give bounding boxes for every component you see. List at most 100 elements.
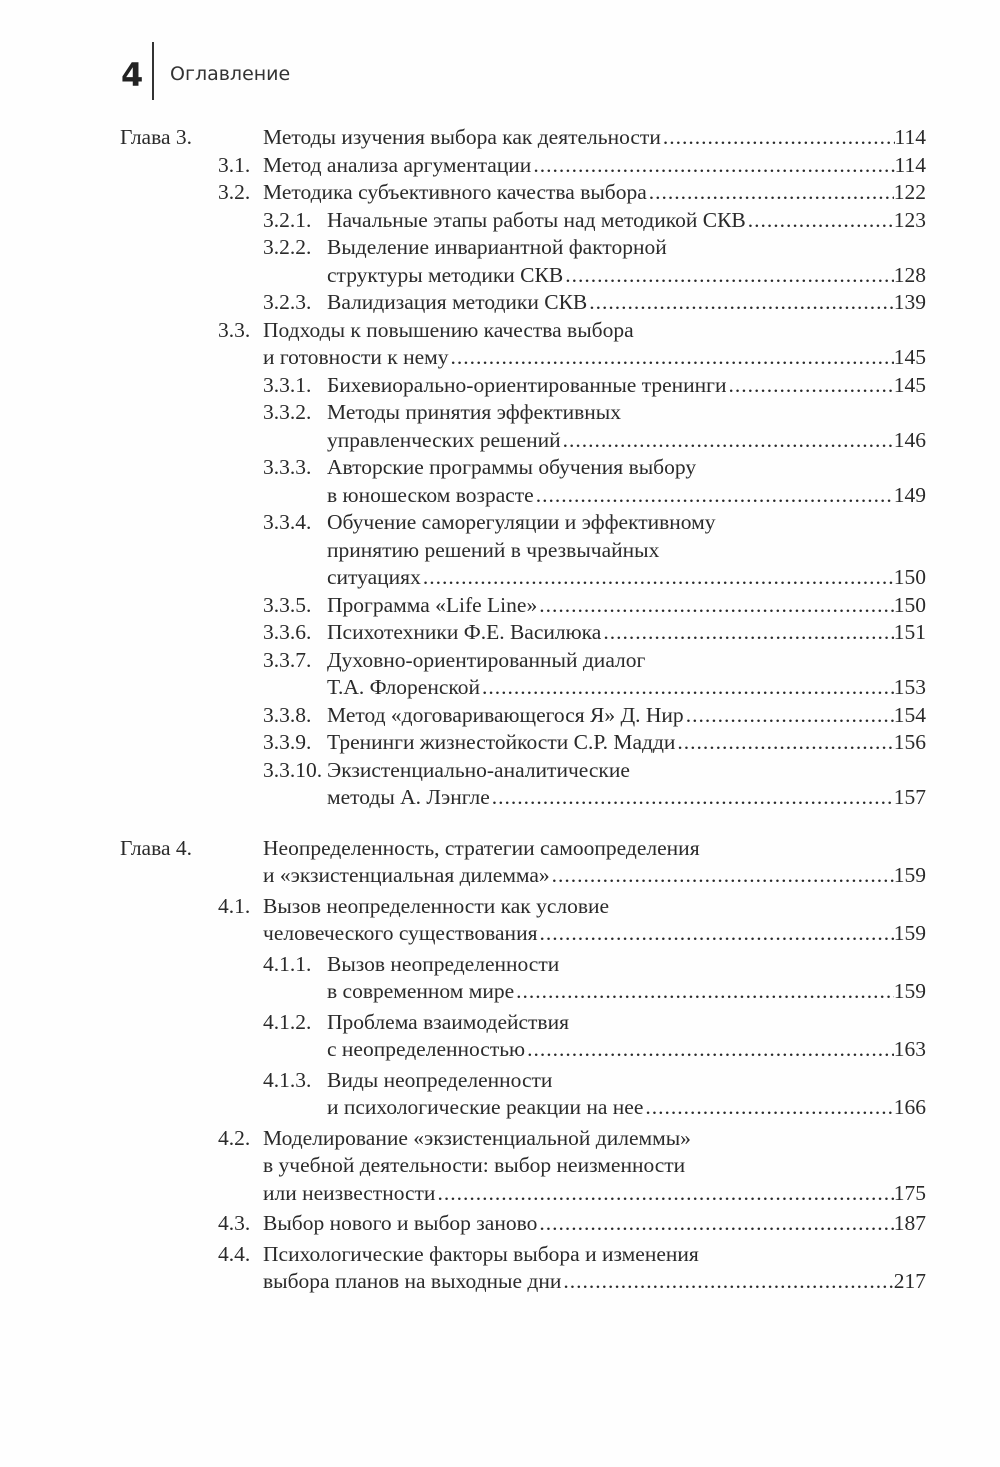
toc-entry-title: Методы принятия эффективных <box>327 400 621 424</box>
toc-page-number: 159 <box>893 921 926 945</box>
dot-leader <box>480 674 894 702</box>
toc-entry-title: в юношеском возрасте <box>327 482 534 507</box>
toc-entry-title: принятию решений в чрезвычайных <box>327 537 660 562</box>
dot-leader <box>561 427 894 455</box>
dot-leader <box>726 372 893 400</box>
toc-entry-number: 4.1.2. <box>263 1009 312 1034</box>
toc-entry[interactable]: 4.1.2. Проблема взаимодействия с неопредел… <box>0 1009 1000 1064</box>
toc-page-number: 175 <box>893 1180 926 1205</box>
toc-entry-title: Авторские программы обучения выбору <box>327 455 697 479</box>
toc-entry-number: 3.3.10. <box>263 757 323 782</box>
toc-entry-number: 3.3. <box>218 317 251 342</box>
toc-entry-title: управленческих решений <box>327 427 561 452</box>
toc-entry-title: Экзистенциально-аналитические <box>327 757 630 782</box>
toc-page-number: 149 <box>893 482 926 507</box>
toc-entry-title: Выбор нового и выбор заново <box>263 1211 538 1235</box>
toc-entry-number: 4.1. <box>218 893 251 918</box>
dot-leader <box>587 289 894 317</box>
dot-leader <box>661 124 895 152</box>
dot-leader <box>550 862 894 890</box>
toc-page-number: 156 <box>893 730 926 754</box>
toc-entry[interactable]: 3.3.7. Духовно-ориентированный диалог Т.А.… <box>0 647 1000 702</box>
dot-leader <box>684 702 894 730</box>
toc-entry-title: Моделирование «экзистенциальной дилеммы» <box>263 1125 691 1150</box>
toc-entry-number: 4.2. <box>218 1125 251 1150</box>
toc-page-number: 150 <box>893 592 926 617</box>
toc-page-number: 146 <box>893 427 926 452</box>
toc-entry[interactable]: 3.3.9. Тренинги жизнестойкости С.Р. Мадди… <box>0 729 1000 757</box>
toc-entry[interactable]: 3.3.1. Бихевиорально-ориентированные трен… <box>0 372 1000 400</box>
toc-page-number: 151 <box>893 620 926 644</box>
toc-entry[interactable]: 3.1. Метод анализа аргументации 114 <box>0 152 1000 180</box>
toc-page-number: 159 <box>893 863 926 887</box>
toc-chapter-section: Глава 3. Методы изучения выбора как деяте… <box>0 124 1000 812</box>
dot-leader <box>675 729 893 757</box>
toc-entry-number: 3.2.3. <box>263 290 312 314</box>
toc-entry[interactable]: 4.4. Психологические факторы выбора и изм… <box>0 1241 1000 1296</box>
toc-entry-number: 3.3.3. <box>263 455 312 479</box>
toc-page-number: 145 <box>893 345 926 369</box>
running-header-title: Оглавление <box>170 63 291 85</box>
toc-entry[interactable]: 4.1.1. Вызов неопределенности в современно… <box>0 951 1000 1006</box>
dot-leader <box>647 179 894 207</box>
toc-entry-number: 3.3.4. <box>263 510 312 534</box>
toc-entry[interactable]: Глава 4. Неопределенность, стратегии само… <box>0 835 1000 890</box>
toc-entry-title: Неопределенность, стратегии самоопределе… <box>263 835 700 860</box>
toc-entry[interactable]: 3.3.6. Психотехники Ф.Е. Василюка 151 <box>0 619 1000 647</box>
chapter-gap <box>0 812 1000 832</box>
toc-entry[interactable]: 3.3.8. Метод «договаривающегося Я» Д. Нир… <box>0 702 1000 730</box>
toc-page-number: 145 <box>893 372 926 397</box>
toc-page-number: 114 <box>894 152 926 177</box>
toc-page-number: 122 <box>893 180 926 204</box>
toc-entry[interactable]: 3.3.2. Методы принятия эффективных управле… <box>0 399 1000 454</box>
toc-entry[interactable]: 3.3.5. Программа «Life Line» 150 <box>0 592 1000 620</box>
toc-entry[interactable]: 4.2. Моделирование «экзистенциальной диле… <box>0 1125 1000 1208</box>
toc-entry[interactable]: Глава 3. Методы изучения выбора как деяте… <box>0 124 1000 152</box>
toc-entry-number: Глава 3. <box>120 125 192 149</box>
toc-page-number: 154 <box>893 702 926 727</box>
toc-entry-title: в современном мире <box>327 979 515 1003</box>
toc-entry-title: и психологические реакции на нее <box>327 1095 644 1119</box>
toc-entry[interactable]: 3.3. Подходы к повышению качества выбора и… <box>0 317 1000 372</box>
toc-page-number: 217 <box>893 1269 926 1293</box>
toc-entry[interactable]: 4.1.3. Виды неопределенности и психологиче… <box>0 1067 1000 1122</box>
dot-leader <box>448 344 893 372</box>
toc-entry-number: 3.1. <box>218 152 251 177</box>
toc-page-number: 153 <box>893 675 926 699</box>
dot-leader <box>514 978 894 1006</box>
toc-entry-number: 3.2. <box>218 180 251 204</box>
toc-entry-number: 3.2.2. <box>263 235 312 259</box>
toc-entry-title: методы А. Лэнгле <box>327 785 490 809</box>
toc-entry-title: Вызов неопределенности <box>327 951 560 976</box>
toc-entry-number: 3.3.1. <box>263 372 312 397</box>
table-of-contents: Глава 3. Методы изучения выбора как деяте… <box>0 124 1000 1296</box>
toc-entry[interactable]: 3.2.3. Валидизация методики СКВ 139 <box>0 289 1000 317</box>
toc-entry[interactable]: 3.2.2. Выделение инвариантной факторной ст… <box>0 234 1000 289</box>
toc-entry[interactable]: 4.3. Выбор нового и выбор заново 187 <box>0 1210 1000 1238</box>
toc-entry-title: Тренинги жизнестойкости С.Р. Мадди <box>327 730 676 754</box>
toc-entry-title: и «экзистенциальная дилемма» <box>263 863 550 887</box>
toc-entry[interactable]: 3.2.1. Начальные этапы работы над методик… <box>0 207 1000 235</box>
dot-leader <box>537 592 894 620</box>
toc-entry-number: Глава 4. <box>120 835 192 860</box>
toc-entry[interactable]: 3.2. Методика субъективного качества выбо… <box>0 179 1000 207</box>
toc-entry-title: Психотехники Ф.Е. Василюка <box>327 620 602 644</box>
header-divider <box>152 42 154 100</box>
toc-entry-number: 4.1.1. <box>263 951 312 976</box>
page-number: 4 <box>121 56 144 94</box>
toc-entry-number: 3.2.1. <box>263 207 312 232</box>
toc-entry[interactable]: 4.1. Вызов неопределенности как условие че… <box>0 893 1000 948</box>
toc-entry-number: 4.4. <box>218 1241 251 1266</box>
dot-leader <box>746 207 894 235</box>
dot-leader <box>563 262 894 290</box>
toc-entry[interactable]: 3.3.3. Авторские программы обучения выбор… <box>0 454 1000 509</box>
toc-entry-number: 3.3.5. <box>263 592 312 617</box>
toc-page-number: 128 <box>893 262 926 287</box>
toc-entry-title: Виды неопределенности <box>327 1067 553 1092</box>
toc-entry[interactable]: 3.3.10. Экзистенциально-аналитические мето… <box>0 757 1000 812</box>
toc-entry[interactable]: 3.3.4. Обучение саморегуляции и эффективн… <box>0 509 1000 592</box>
toc-entry-title: и готовности к нему <box>263 345 449 369</box>
toc-entry-number: 4.3. <box>218 1211 251 1235</box>
dot-leader <box>561 1268 893 1296</box>
